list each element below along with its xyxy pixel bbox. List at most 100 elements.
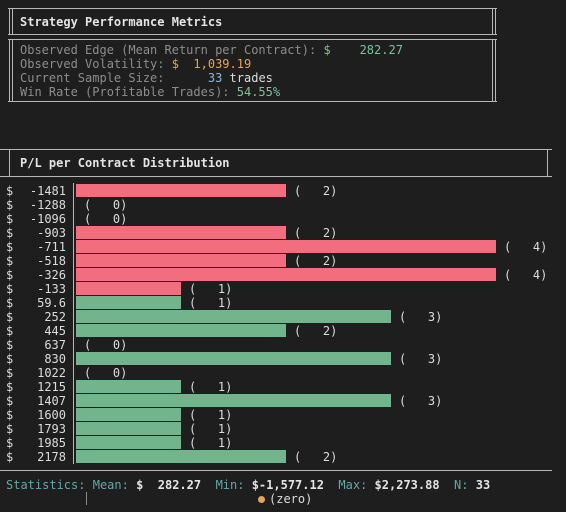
histogram-bar xyxy=(76,226,286,239)
bin-currency: $ xyxy=(6,422,14,436)
bin-currency: $ xyxy=(6,366,14,380)
zero-marker-line xyxy=(86,492,87,505)
histogram-bar xyxy=(76,394,391,407)
bin-count: ( 2) xyxy=(294,226,338,240)
bin-count: ( 1) xyxy=(189,296,233,310)
bin-currency: $ xyxy=(6,408,14,422)
histogram-bar xyxy=(76,436,181,449)
bin-currency: $ xyxy=(6,268,14,282)
edge-currency: $ xyxy=(323,43,331,57)
volatility-label: Observed Volatility: xyxy=(20,57,172,71)
bin-label: 1215 xyxy=(37,380,66,394)
bin-label: 637 xyxy=(44,338,66,352)
bin-label: 1407 xyxy=(37,394,66,408)
bin-label: -133 xyxy=(37,282,66,296)
histogram-bar xyxy=(76,282,181,295)
stats-mean-label: Mean: xyxy=(92,478,129,492)
histogram-bar xyxy=(76,352,391,365)
zero-legend: (zero) xyxy=(258,492,312,506)
bin-count: ( 4) xyxy=(504,240,548,254)
bin-currency: $ xyxy=(6,198,14,212)
histogram-axis xyxy=(73,183,74,464)
bin-label: -1096 xyxy=(29,212,66,226)
bin-count: ( 2) xyxy=(294,254,338,268)
stats-min-label: Min: xyxy=(215,478,245,492)
bin-label: 252 xyxy=(44,310,66,324)
histogram-bar xyxy=(76,254,286,267)
stats-n-label: N: xyxy=(454,478,469,492)
stats-max-label: Max: xyxy=(338,478,368,492)
histogram-bar xyxy=(76,380,181,393)
bin-currency: $ xyxy=(6,436,14,450)
bin-label: 1600 xyxy=(37,408,66,422)
zero-dot-icon xyxy=(258,496,265,503)
bin-count: ( 2) xyxy=(294,324,338,338)
winrate-label: Win Rate (Profitable Trades): xyxy=(20,85,237,99)
edge-value: 282.27 xyxy=(359,43,403,57)
bin-count: ( 1) xyxy=(189,422,233,436)
bin-count: ( 4) xyxy=(504,268,548,282)
winrate-value: 54.55% xyxy=(236,85,281,99)
bin-currency: $ xyxy=(6,240,14,254)
bin-label: 2178 xyxy=(37,450,66,464)
bin-label: -518 xyxy=(37,254,66,268)
bin-label: -326 xyxy=(37,268,66,282)
histogram-bar xyxy=(76,324,286,337)
metrics-title: Strategy Performance Metrics xyxy=(20,15,223,29)
bin-count: ( 1) xyxy=(189,408,233,422)
bin-currency: $ xyxy=(6,338,14,352)
volatility-currency: $ xyxy=(171,57,179,71)
bin-label: -1481 xyxy=(29,184,66,198)
volatility-row: Observed Volatility: $ 1,039.19 xyxy=(20,57,251,71)
bin-count: ( 2) xyxy=(294,450,338,464)
edge-label: Observed Edge (Mean Return per Contract)… xyxy=(20,43,324,57)
bin-currency: $ xyxy=(6,450,14,464)
bin-currency: $ xyxy=(6,212,14,226)
stats-min-value: $-1,577.12 xyxy=(251,478,324,492)
bin-count: ( 2) xyxy=(294,184,338,198)
bin-count: ( 0) xyxy=(84,212,128,226)
bin-currency: $ xyxy=(6,296,14,310)
bin-currency: $ xyxy=(6,380,14,394)
histogram-bar xyxy=(76,310,391,323)
zero-legend-label: (zero) xyxy=(269,492,313,506)
bin-count: ( 3) xyxy=(399,352,443,366)
sample-row: Current Sample Size: 33 trades xyxy=(20,71,273,85)
bin-count: ( 1) xyxy=(189,282,233,296)
bin-count: ( 0) xyxy=(84,338,128,352)
bin-count: ( 3) xyxy=(399,310,443,324)
edge-row: Observed Edge (Mean Return per Contract)… xyxy=(20,43,403,57)
winrate-row: Win Rate (Profitable Trades): 54.55% xyxy=(20,85,280,99)
histogram-bar xyxy=(76,240,496,253)
bin-count: ( 0) xyxy=(84,366,128,380)
histogram-bar xyxy=(76,184,286,197)
bin-currency: $ xyxy=(6,226,14,240)
sample-unit: trades xyxy=(229,71,273,85)
bin-label: 830 xyxy=(44,352,66,366)
bin-label: -711 xyxy=(37,240,66,254)
bin-currency: $ xyxy=(6,254,14,268)
histogram-bar xyxy=(76,450,286,463)
bin-label: 1793 xyxy=(37,422,66,436)
stats-label: Statistics: xyxy=(6,478,86,492)
histogram-bar xyxy=(76,296,181,309)
bin-count: ( 0) xyxy=(84,198,128,212)
bin-currency: $ xyxy=(6,282,14,296)
stats-n-value: 33 xyxy=(475,478,491,492)
bin-currency: $ xyxy=(6,184,14,198)
bin-label: 1985 xyxy=(37,436,66,450)
bin-currency: $ xyxy=(6,310,14,324)
statistics-row: Statistics: Mean: $ 282.27 Min: $-1,577.… xyxy=(6,478,490,492)
bin-currency: $ xyxy=(6,324,14,338)
histogram-title: P/L per Contract Distribution xyxy=(20,156,230,170)
stats-max-value: $2,273.88 xyxy=(374,478,440,492)
bin-count: ( 3) xyxy=(399,394,443,408)
bin-label: 445 xyxy=(44,324,66,338)
stats-mean-value: $ 282.27 xyxy=(136,478,202,492)
bin-count: ( 1) xyxy=(189,380,233,394)
bin-label: 1022 xyxy=(37,366,66,380)
histogram-bar xyxy=(76,408,181,421)
sample-value: 33 xyxy=(207,71,223,85)
bin-count: ( 1) xyxy=(189,436,233,450)
bin-label: 59.6 xyxy=(37,296,66,310)
